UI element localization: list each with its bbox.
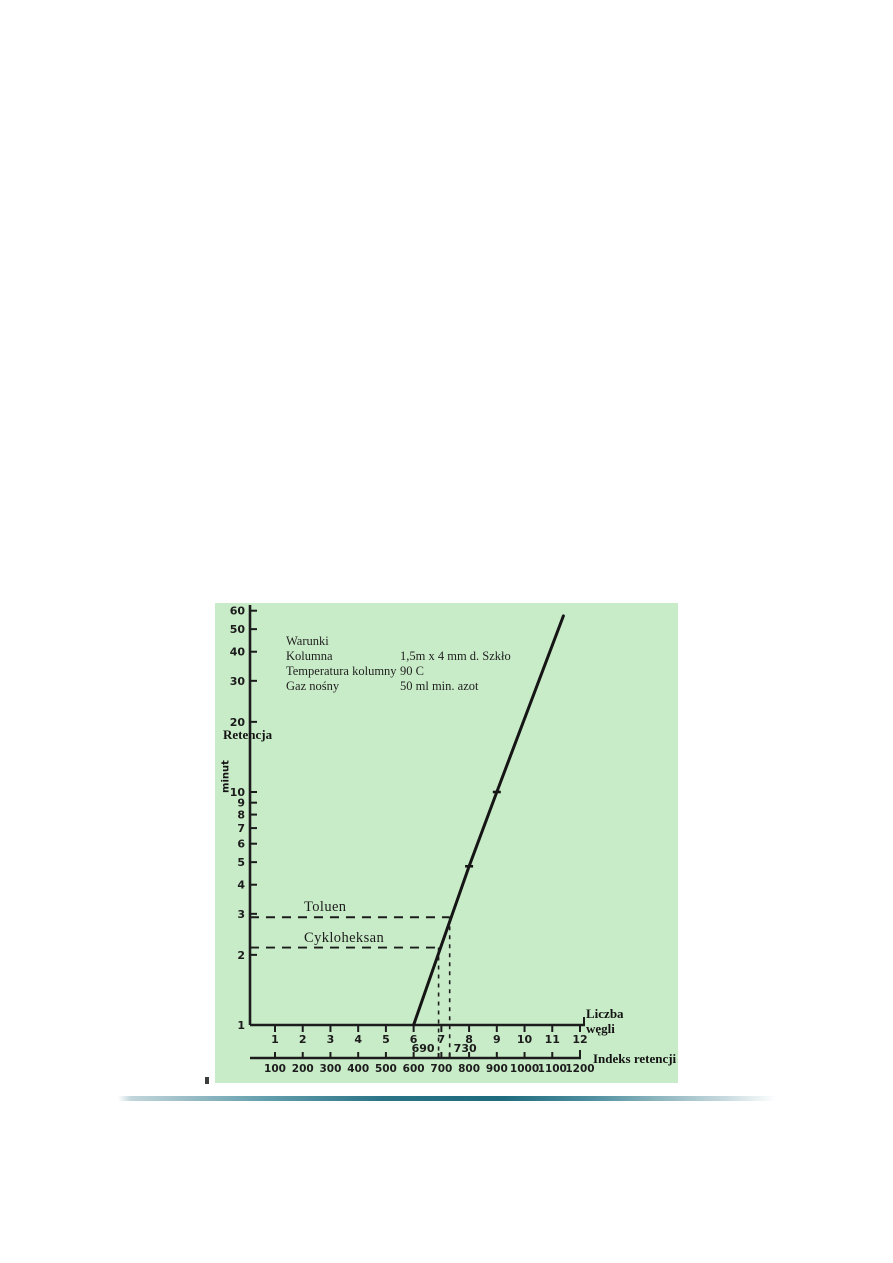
x-tick-label: 6 (410, 1033, 418, 1046)
y-tick-label: 40 (230, 646, 246, 659)
condition-value: 1,5m x 4 mm d. Szkło (400, 649, 511, 663)
conditions-rows: Kolumna 1,5m x 4 mm d. Szkło Temperatura k… (286, 649, 511, 694)
x-tick-label: 2 (299, 1033, 307, 1046)
compound-label: Toluen (304, 899, 347, 916)
x2-tick-label: 100 (264, 1063, 286, 1075)
x2-tick-label: 600 (403, 1063, 425, 1075)
condition-label: Kolumna (286, 649, 333, 663)
x2-tick-label: 300 (319, 1063, 341, 1075)
x-tick-label: 5 (382, 1033, 390, 1046)
condition-row: Gaz nośny 50 ml min. azot (286, 679, 511, 694)
x2-tick-label: 1200 (565, 1063, 594, 1075)
x-tick-label: 7 (438, 1033, 446, 1046)
condition-label: Temperatura kolumny (286, 664, 397, 678)
condition-value: 90 C (400, 664, 424, 678)
y-tick-label: 20 (230, 716, 246, 729)
x-tick-label: 11 (545, 1033, 560, 1046)
x2-tick-label: 900 (486, 1063, 508, 1075)
x-axis-title-line2: węgli (586, 1021, 615, 1036)
x2-tick-label: 200 (292, 1063, 314, 1075)
x2-tick-label: 700 (430, 1063, 452, 1075)
x2-tick-label: 1100 (538, 1063, 567, 1075)
x-axis-title-line1: Liczba (586, 1006, 624, 1021)
chromatography-chart-panel: 60 50 40 30 20 10 9 8 7 6 5 4 3 2 1 1 2 3 4 5 6 7 8 9 10 11 12 100 2… (215, 603, 678, 1083)
divider-rule (118, 1096, 776, 1101)
y-tick-label: 10 (230, 786, 246, 799)
x2-tick-label: 800 (458, 1063, 480, 1075)
conditions-block: Warunki Kolumna 1,5m x 4 mm d. Szkło Tempe… (286, 634, 511, 694)
x2-axis-title: Indeks retencji (593, 1051, 677, 1066)
y-tick-label: 1 (237, 1019, 245, 1032)
x-tick-label: 3 (327, 1033, 335, 1046)
x2-tick-label: 500 (375, 1063, 397, 1075)
conditions-title: Warunki (286, 634, 329, 648)
y-tick-label: 9 (237, 797, 245, 810)
y-tick-label: 2 (237, 949, 245, 962)
x-tick-label: 9 (493, 1033, 501, 1046)
retention-index-label: 690 (412, 1042, 435, 1055)
x-tick-label: 10 (517, 1033, 533, 1046)
y-tick-label: 50 (230, 623, 246, 636)
x-tick-label: 12 (572, 1033, 587, 1046)
y-axis-unit: minut (220, 760, 232, 793)
y-axis-title: Retencja (223, 727, 273, 742)
y-tick-label: 4 (237, 879, 245, 892)
y-tick-label: 8 (237, 809, 245, 822)
compound-label: Cykloheksan (304, 929, 385, 946)
retention-index-label: 730 (454, 1042, 477, 1055)
x-tick-label: 4 (354, 1033, 362, 1046)
x2-tick-label: 400 (347, 1063, 369, 1075)
condition-row: Temperatura kolumny 90 C (286, 664, 511, 679)
y-tick-label: 7 (237, 822, 245, 835)
x2-tick-label: 1000 (510, 1063, 539, 1075)
y-tick-label: 5 (237, 856, 245, 869)
y-tick-label: 6 (237, 838, 245, 851)
condition-value: 50 ml min. azot (400, 679, 479, 693)
scan-speck (205, 1077, 209, 1084)
x-tick-label: 1 (271, 1033, 279, 1046)
y-tick-label: 3 (237, 908, 245, 921)
x-axis-title: Liczba węgli (586, 1006, 624, 1036)
condition-row: Kolumna 1,5m x 4 mm d. Szkło (286, 649, 511, 664)
y-tick-label: 60 (230, 605, 246, 618)
y-tick-label: 30 (230, 675, 246, 688)
condition-label: Gaz nośny (286, 679, 340, 693)
x-tick-label: 8 (465, 1033, 473, 1046)
